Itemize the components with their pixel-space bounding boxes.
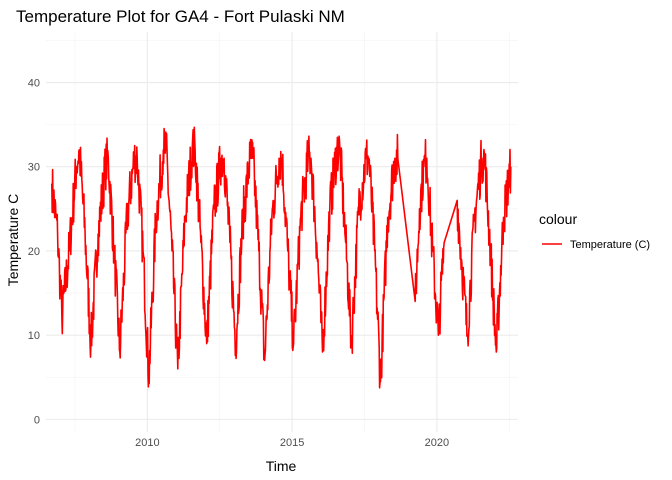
legend-label: Temperature (C) xyxy=(570,239,650,251)
y-tick-label: 30 xyxy=(28,162,40,174)
x-axis-title: Time xyxy=(266,458,297,474)
y-axis-title: Temperature C xyxy=(5,194,21,287)
legend-title: colour xyxy=(539,211,577,227)
y-axis-ticks: 0 10 20 30 40 xyxy=(28,78,40,427)
y-tick-label: 20 xyxy=(28,246,40,258)
y-tick-label: 10 xyxy=(28,330,40,342)
legend: colour Temperature (C) xyxy=(539,211,650,251)
chart-title: Temperature Plot for GA4 - Fort Pulaski … xyxy=(16,7,345,26)
plot-area xyxy=(51,126,512,389)
minor-gridlines xyxy=(46,32,518,432)
x-tick-label: 2015 xyxy=(280,437,304,449)
y-tick-label: 0 xyxy=(34,414,40,426)
x-tick-label: 2020 xyxy=(425,437,449,449)
x-tick-label: 2010 xyxy=(135,437,159,449)
y-tick-label: 40 xyxy=(28,78,40,90)
temperature-series-line xyxy=(51,126,512,389)
x-axis-ticks: 2010 2015 2020 xyxy=(135,437,449,449)
